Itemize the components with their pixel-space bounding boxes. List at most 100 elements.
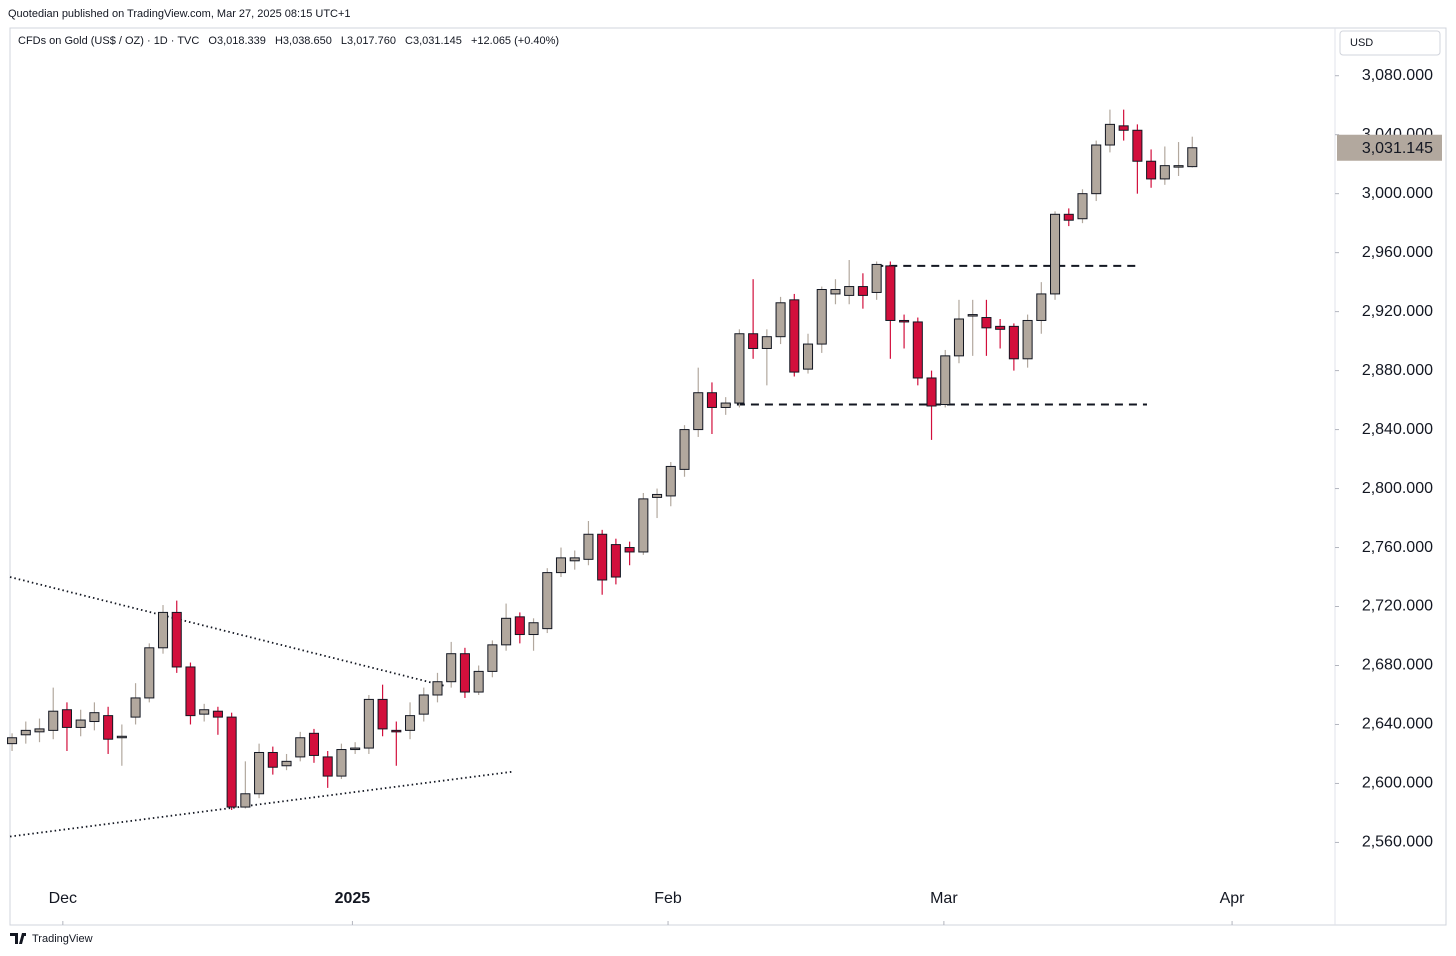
candle-body <box>432 681 443 696</box>
currency-box[interactable] <box>1339 30 1441 56</box>
candle-body <box>130 697 141 718</box>
candle-body <box>542 572 553 630</box>
candle-body <box>871 263 882 293</box>
candle-body <box>363 698 374 749</box>
plot: 2,560.000 2,600.000 2,640.000 2,680.000 2,72… <box>7 67 1433 925</box>
candle-body <box>775 302 786 338</box>
candle-body <box>844 286 855 296</box>
y-tick-label: 2,840.000 <box>1362 421 1433 438</box>
candle-body <box>748 333 759 349</box>
candle-body <box>899 319 910 323</box>
publisher: Quotedian published on TradingView.com, … <box>8 8 351 20</box>
candle-body <box>995 325 1006 330</box>
candle-body <box>1159 165 1170 180</box>
candle-body <box>322 756 333 777</box>
dotted-line <box>9 576 446 688</box>
candle-body <box>1063 213 1074 221</box>
y-tick-label: 2,680.000 <box>1362 657 1433 674</box>
candle-body <box>1077 193 1088 220</box>
y-tick-label: 2,760.000 <box>1362 539 1433 556</box>
candle-body <box>830 289 841 295</box>
y-tick-label: 2,600.000 <box>1362 775 1433 792</box>
symbol: CFDs on Gold (US$ / OZ) · 1D · TVC <box>18 35 199 47</box>
candle-body <box>706 392 717 408</box>
candle-body <box>240 793 251 808</box>
x-tick-label: Mar <box>930 890 958 907</box>
candle-body <box>405 715 416 731</box>
candle-body <box>226 716 237 808</box>
candle-body <box>665 465 676 497</box>
currency: USD <box>1350 37 1373 49</box>
candle-body <box>459 653 470 693</box>
candle-body <box>7 737 18 745</box>
candle-body <box>514 616 525 636</box>
y-tick-label: 2,880.000 <box>1362 362 1433 379</box>
candle-body <box>281 760 292 767</box>
candle-body <box>501 617 512 646</box>
candle-body <box>967 314 978 317</box>
legend-header: CFDs on Gold (US$ / OZ) · 1D · TVC O3,01… <box>18 35 559 47</box>
candle-body <box>171 611 182 668</box>
candle-body <box>555 557 567 574</box>
x-tick-label: Dec <box>49 890 77 907</box>
candle-body <box>802 343 814 370</box>
candle-body <box>157 611 169 649</box>
candle-body <box>720 402 731 408</box>
candle-body <box>1050 213 1061 295</box>
candle-body <box>528 622 539 636</box>
candle-body <box>981 317 992 329</box>
candle-body <box>1091 144 1102 195</box>
y-tick-label: 2,960.000 <box>1362 244 1433 261</box>
low-label: L3,017.760 <box>341 35 396 47</box>
y-tick-label: 2,640.000 <box>1362 716 1433 733</box>
y-tick-label: 2,800.000 <box>1362 480 1433 497</box>
candle-body <box>1022 319 1033 360</box>
candle-body <box>1104 123 1115 146</box>
candle-body <box>418 694 429 715</box>
candle-body <box>734 333 745 404</box>
candle-body <box>254 751 265 795</box>
candle-body <box>1008 325 1019 360</box>
candle-body <box>583 533 594 560</box>
candle-body <box>308 732 320 756</box>
high-label: H3,038.650 <box>275 35 332 47</box>
close-label: C3,031.145 <box>405 35 462 47</box>
change-label: +12.065 (+0.40%) <box>471 35 559 47</box>
chart-frame <box>9 27 1447 926</box>
brand-logo <box>10 933 26 944</box>
y-tick-label: 2,920.000 <box>1362 303 1433 320</box>
y-tick-label: 2,720.000 <box>1362 598 1433 615</box>
candle-body <box>569 557 580 562</box>
brand: TradingView <box>32 933 93 945</box>
candle-body <box>1036 293 1047 321</box>
candle-body <box>185 666 196 717</box>
candle-body <box>20 729 31 736</box>
candle-body <box>679 429 690 470</box>
candle-body <box>912 321 923 379</box>
candle-body <box>597 533 608 581</box>
x-tick-label: Feb <box>654 890 682 907</box>
candle-body <box>446 653 457 683</box>
candle-body <box>624 547 635 553</box>
candle-body <box>116 735 127 739</box>
candle-body <box>199 709 210 715</box>
logo-icon <box>10 933 26 944</box>
candle-body <box>295 737 306 758</box>
candle-body <box>473 670 484 693</box>
candle-body <box>144 647 155 699</box>
last-price-label: 3,031.145 <box>1362 140 1433 157</box>
y-tick-label: 2,560.000 <box>1362 834 1433 851</box>
candle-body <box>885 265 896 321</box>
candle-body <box>761 336 772 349</box>
candle-body <box>75 719 86 728</box>
candle-body <box>953 318 965 357</box>
candle-body <box>61 709 72 728</box>
candle-body <box>610 544 621 578</box>
candle-body <box>48 710 59 731</box>
candle-body <box>103 715 114 740</box>
candle-body <box>377 698 388 730</box>
x-tick-label: 2025 <box>335 890 371 907</box>
candle-body <box>1187 147 1198 168</box>
